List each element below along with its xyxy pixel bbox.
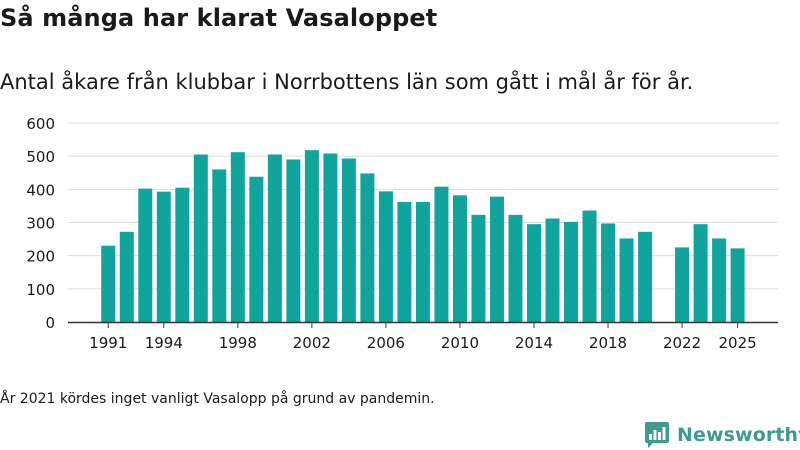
bar-2007[interactable] [397, 201, 412, 322]
x-tick-label: 2002 [293, 334, 331, 352]
y-tick-label: 300 [26, 215, 55, 233]
bar-2014[interactable] [526, 224, 541, 322]
bar-1991[interactable] [101, 245, 116, 322]
bar-2009[interactable] [434, 186, 449, 322]
brand-name: Newsworthy [677, 424, 800, 446]
x-axis-ticks: 1991 1994 1998 2002 2006 2010 2014 2018 2022 2025 [89, 322, 757, 352]
bar-2016[interactable] [564, 221, 578, 322]
bar-2023[interactable] [693, 224, 708, 322]
bar-2024[interactable] [712, 238, 727, 322]
chart-title: Så många har klarat Vasaloppet [0, 4, 438, 32]
y-tick-label: 600 [26, 115, 55, 133]
bar-2002[interactable] [304, 150, 319, 322]
y-tick-label: 100 [26, 281, 55, 299]
x-tick-label: 2018 [589, 334, 627, 352]
bar-2010[interactable] [452, 195, 467, 322]
bar-1992[interactable] [119, 231, 134, 322]
y-tick-label: 0 [45, 314, 55, 332]
bar-1999[interactable] [249, 176, 264, 322]
bar-1997[interactable] [212, 169, 227, 322]
bar-2012[interactable] [489, 196, 504, 322]
y-tick-label: 400 [26, 181, 55, 199]
bar-2001[interactable] [286, 159, 301, 322]
bar-2013[interactable] [508, 214, 523, 322]
y-axis-ticks: 0 100 200 300 400 500 600 [26, 115, 55, 332]
bar-2006[interactable] [378, 191, 393, 322]
bar-1993[interactable] [138, 188, 153, 322]
x-tick-label: 1991 [89, 334, 127, 352]
y-tick-label: 500 [26, 148, 55, 166]
bar-2025[interactable] [730, 248, 745, 322]
bar-2019[interactable] [619, 238, 634, 322]
footnote: År 2021 kördes inget vanligt Vasalopp på… [0, 391, 435, 407]
bar-2020[interactable] [638, 231, 653, 322]
bar-1994[interactable] [156, 191, 171, 322]
bar-2004[interactable] [341, 158, 356, 322]
bar-2022[interactable] [675, 247, 690, 323]
x-tick-label: 2006 [367, 334, 405, 352]
x-tick-label: 2014 [515, 334, 553, 352]
bar-1996[interactable] [193, 154, 208, 322]
x-tick-label: 2022 [663, 334, 701, 352]
chart-subtitle: Antal åkare från klubbar i Norrbottens l… [0, 70, 694, 94]
bar-chart: 0 100 200 300 400 500 600 1991 1994 1998 2002 2006… [26, 115, 778, 352]
bar-2003[interactable] [323, 153, 338, 322]
bars [101, 150, 745, 323]
bar-2008[interactable] [415, 201, 430, 322]
x-tick-label: 1998 [219, 334, 257, 352]
bar-2015[interactable] [545, 218, 560, 322]
bar-2005[interactable] [360, 173, 375, 322]
y-tick-label: 200 [26, 248, 55, 266]
bar-1995[interactable] [175, 187, 190, 322]
bar-2000[interactable] [267, 154, 282, 322]
bar-2018[interactable] [601, 223, 616, 323]
newsworthy-logo-icon [645, 422, 669, 448]
x-tick-label: 1994 [145, 334, 183, 352]
x-tick-label: 2010 [441, 334, 479, 352]
newsworthy-logo[interactable]: Newsworthy [644, 420, 800, 450]
bar-2017[interactable] [582, 210, 597, 322]
bar-2011[interactable] [471, 214, 486, 322]
x-tick-label: 2025 [719, 334, 757, 352]
bar-1998[interactable] [230, 152, 245, 322]
